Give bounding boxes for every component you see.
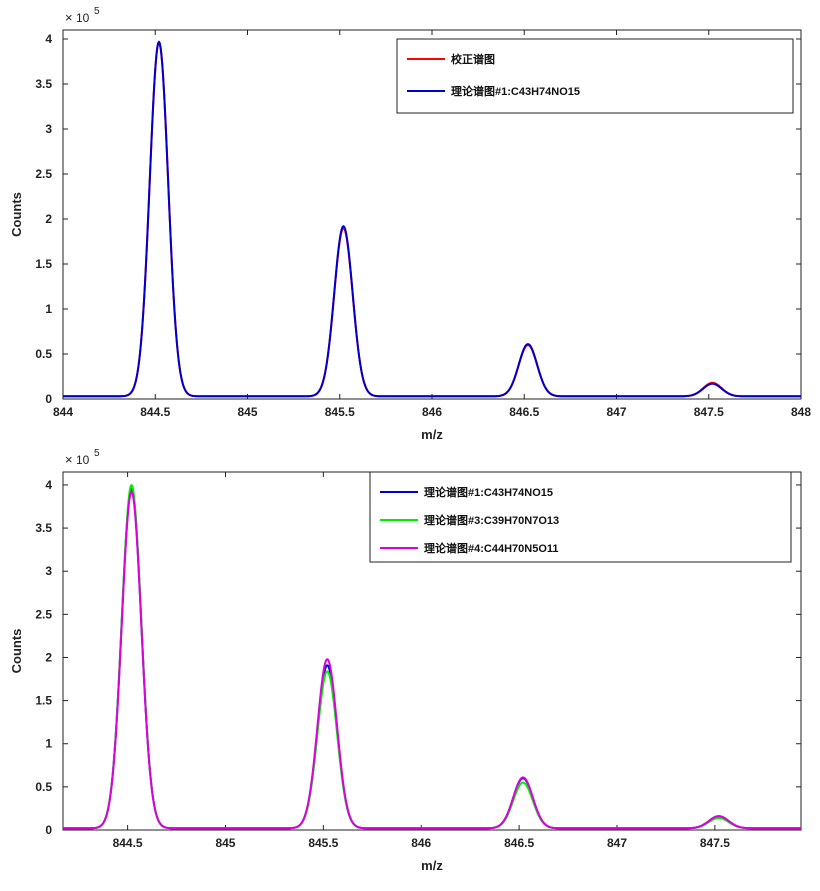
series-line-2 xyxy=(63,40,801,398)
x-tick-label: 845.5 xyxy=(325,405,355,419)
legend-entry: 理论谱图#4:C44H70N5O11 xyxy=(424,541,559,555)
x-tick-label: 848 xyxy=(791,405,811,419)
x-tick-label: 846.5 xyxy=(509,405,539,419)
exponent-power: 5 xyxy=(94,448,100,459)
legend-box xyxy=(369,471,792,563)
legend-box xyxy=(396,38,794,114)
y-tick-label: 4 xyxy=(45,478,52,492)
y-tick-label: 2.5 xyxy=(35,167,52,181)
chart-1: 844 844.5 845 845.5 846 846.5 847 847.5 848 0 0.5 1… xyxy=(9,6,811,442)
y-tick-label: 3 xyxy=(45,122,52,136)
x-tick-label: 844.5 xyxy=(113,836,143,850)
legend-entry: 理论谱图#1:C43H74NO15 xyxy=(424,485,553,499)
series-group xyxy=(63,40,801,398)
x-tick-label: 847 xyxy=(607,836,627,850)
y-tick-label: 1.5 xyxy=(35,257,52,271)
x-axis-label: m/z xyxy=(421,858,443,873)
x-tick-label: 847 xyxy=(606,405,626,419)
exponent-power: 5 xyxy=(94,6,100,17)
x-tick-label: 847.5 xyxy=(700,836,730,850)
exponent-multiplier: × xyxy=(65,452,73,467)
x-tick-label: 846 xyxy=(422,405,442,419)
y-tick-label: 2.5 xyxy=(35,607,52,621)
y-tick-label: 1 xyxy=(45,302,52,316)
x-tick-label: 844.5 xyxy=(140,405,170,419)
x-tick-label: 846.5 xyxy=(504,836,534,850)
x-tick-label: 845 xyxy=(237,405,257,419)
y-tick-label: 0 xyxy=(45,823,52,837)
y-tick-label: 3 xyxy=(45,564,52,578)
exponent-multiplier: × xyxy=(65,10,73,25)
x-tick-label: 845 xyxy=(215,836,235,850)
y-axis-label: Counts xyxy=(9,629,24,674)
series-line-3 xyxy=(63,491,801,830)
y-tick-label: 2 xyxy=(45,212,52,226)
y-tick-label: 1 xyxy=(45,737,52,751)
legend-entry: 校正谱图 xyxy=(451,52,495,66)
legend-entry: 理论谱图#3:C39H70N7O13 xyxy=(424,513,559,527)
y-tick-label: 0 xyxy=(45,392,52,406)
chart-2: 844.5 845 845.5 846 846.5 847 847.5 0 0.5 1 1.5 2 2.… xyxy=(9,448,802,873)
exponent-base: 10 xyxy=(76,11,90,25)
y-axis-label: Counts xyxy=(9,192,24,237)
y-tick-label: 1.5 xyxy=(35,694,52,708)
y-tick-label: 3.5 xyxy=(35,77,52,91)
x-tick-label: 846 xyxy=(411,836,431,850)
legend-entry: 理论谱图#1:C43H74NO15 xyxy=(451,84,580,98)
legend: 理论谱图#1:C43H74NO15 理论谱图#3:C39H70N7O13 理论谱图#… xyxy=(369,471,792,563)
x-tick-label: 844 xyxy=(53,405,73,419)
y-tick-label: 4 xyxy=(45,32,52,46)
x-axis-label: m/z xyxy=(421,427,443,442)
y-tick-label: 0.5 xyxy=(35,347,52,361)
y-tick-label: 3.5 xyxy=(35,521,52,535)
series-group xyxy=(63,484,801,830)
y-tick-label: 2 xyxy=(45,650,52,664)
y-tick-label: 0.5 xyxy=(35,780,52,794)
exponent-base: 10 xyxy=(76,453,90,467)
x-tick-label: 847.5 xyxy=(694,405,724,419)
x-tick-label: 845.5 xyxy=(308,836,338,850)
